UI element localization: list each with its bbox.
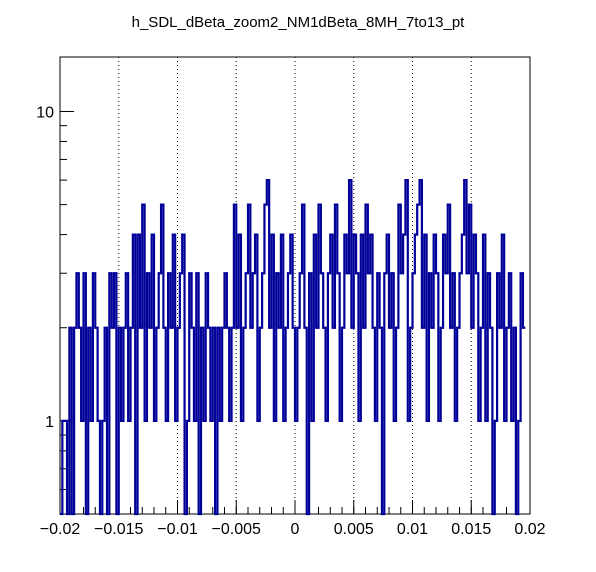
x-tick-label: 0.02 xyxy=(514,521,545,538)
x-tick-label: −0.02 xyxy=(40,521,81,538)
y-tick-labels: 1 10 xyxy=(36,104,54,430)
chart-title: h_SDL_dBeta_zoom2_NM1dBeta_8MH_7to13_pt xyxy=(132,14,466,31)
x-tick-label: −0.015 xyxy=(94,521,143,538)
x-gridlines xyxy=(118,57,472,514)
histogram-series-line xyxy=(60,179,526,516)
x-tick-labels: −0.02 −0.015 −0.01 −0.005 0 0.005 0.01 0.015 0.0… xyxy=(40,521,546,538)
x-tick-label: −0.01 xyxy=(157,521,198,538)
x-tick-label: 0.01 xyxy=(397,521,428,538)
x-tick-label: 0.015 xyxy=(451,521,491,538)
y-tick-label: 10 xyxy=(36,104,54,121)
x-tick-label: 0.005 xyxy=(334,521,374,538)
x-tick-label: 0 xyxy=(291,521,300,538)
y-tick-label: 1 xyxy=(45,414,54,431)
x-tick-label: −0.005 xyxy=(212,521,261,538)
